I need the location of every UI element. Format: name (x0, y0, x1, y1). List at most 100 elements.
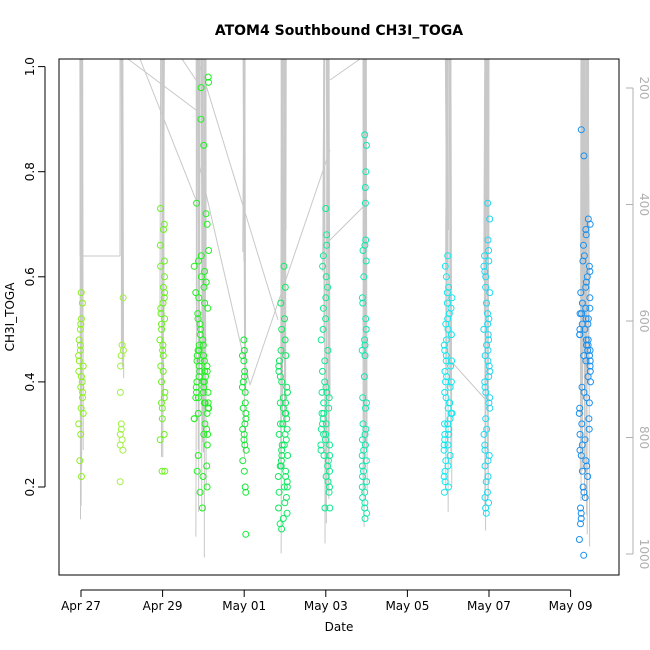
data-point (448, 294, 456, 302)
y-axis: 0.2 0.4 0.6 0.8 1.0 (23, 57, 46, 497)
data-point (441, 430, 449, 438)
profile-line (487, 58, 489, 225)
data-point (276, 399, 284, 407)
data-point (205, 247, 213, 254)
data-point (584, 473, 592, 480)
data-point (79, 362, 87, 370)
data-point (157, 205, 164, 212)
data-point (319, 325, 327, 333)
data-point (441, 367, 449, 375)
data-point (242, 488, 250, 496)
data-point (160, 257, 168, 265)
data-point (282, 494, 290, 501)
data-point (283, 383, 291, 391)
data-point (158, 404, 166, 412)
data-point (361, 352, 369, 360)
data-point (117, 420, 125, 428)
data-point (586, 367, 594, 375)
data-point (239, 378, 247, 386)
data-point (322, 420, 330, 428)
data-point (242, 415, 250, 423)
data-point (240, 436, 248, 444)
data-point (447, 304, 455, 312)
data-point (578, 383, 586, 391)
data-point (577, 509, 585, 517)
data-point (201, 268, 208, 275)
data-point (441, 420, 448, 428)
x-axis-label: Date (325, 620, 354, 634)
data-point (583, 341, 590, 349)
data-point (194, 310, 202, 318)
data-point (242, 530, 250, 538)
data-point (281, 283, 289, 291)
data-point (199, 378, 207, 386)
data-point (446, 452, 454, 459)
data-point (482, 504, 490, 512)
data-point (195, 257, 202, 265)
data-point (241, 373, 248, 381)
data-point (362, 404, 369, 412)
data-point (192, 394, 200, 402)
data-point (484, 331, 492, 339)
data-point (241, 420, 249, 428)
data-point (362, 141, 370, 149)
data-point (116, 430, 124, 438)
data-point (320, 399, 328, 407)
profile-line (161, 58, 164, 457)
data-point (275, 504, 283, 512)
data-point (160, 394, 168, 402)
data-point (320, 452, 328, 459)
data-point (277, 457, 285, 465)
x-tick-label: May 07 (467, 599, 511, 613)
profile-line (199, 58, 201, 303)
data-point (200, 399, 208, 407)
data-point (159, 283, 167, 291)
data-point (280, 483, 288, 491)
data-point (279, 394, 287, 402)
profile-line (363, 58, 365, 286)
data-point (194, 452, 202, 459)
data-point (116, 478, 124, 486)
data-point (362, 457, 370, 465)
y-right-tick-label: 600 (637, 310, 650, 333)
data-point (447, 362, 455, 370)
data-point (204, 304, 212, 312)
data-point (362, 257, 370, 265)
data-point (322, 315, 330, 323)
y-tick-label: 0.8 (23, 162, 37, 181)
data-point (282, 467, 290, 475)
profile-line (196, 58, 200, 404)
data-point (580, 152, 588, 160)
data-point (585, 415, 593, 423)
data-point (576, 325, 584, 333)
data-point (362, 168, 370, 176)
data-point (160, 220, 168, 228)
data-point (580, 241, 587, 249)
profile-line (200, 58, 203, 442)
data-point (480, 262, 488, 270)
data-point (76, 341, 84, 349)
data-point (277, 346, 285, 354)
chart-title: ATOM4 Southbound CH3I_TOGA (215, 23, 463, 39)
data-point (486, 394, 494, 402)
data-point (485, 373, 493, 381)
data-point (361, 336, 369, 344)
data-point (197, 115, 205, 123)
data-point (156, 436, 164, 444)
data-point (443, 336, 450, 344)
data-point (77, 320, 85, 328)
data-point (441, 467, 449, 475)
data-point (582, 226, 590, 233)
data-point (77, 430, 85, 438)
data-point (361, 131, 369, 139)
profile-line (159, 58, 162, 317)
data-points (75, 73, 594, 559)
data-point (159, 352, 167, 360)
data-point (75, 357, 83, 365)
data-point (583, 462, 591, 470)
data-point (321, 357, 329, 365)
profile-line (324, 58, 326, 511)
data-point (484, 457, 492, 465)
data-point (359, 394, 367, 402)
data-point (481, 378, 489, 386)
